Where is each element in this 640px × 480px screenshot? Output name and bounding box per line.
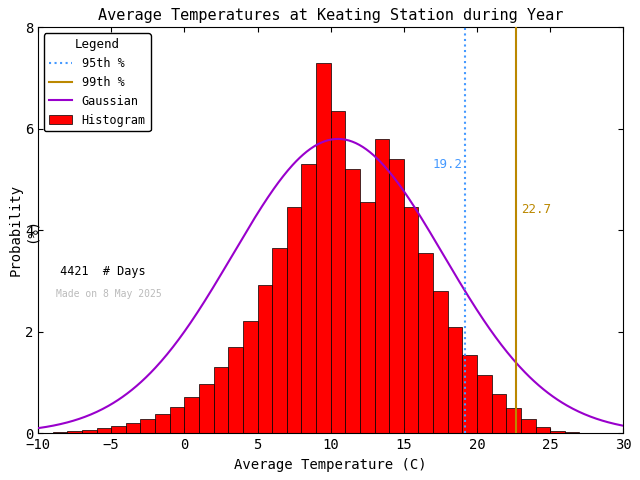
Bar: [52, 432, 67, 433]
Bar: [316, 63, 331, 433]
Bar: [155, 414, 170, 433]
Bar: [287, 207, 301, 433]
Bar: [184, 396, 199, 433]
Bar: [477, 375, 492, 433]
X-axis label: Average Temperature (C): Average Temperature (C): [234, 457, 427, 472]
Bar: [448, 327, 462, 433]
Bar: [462, 355, 477, 433]
Bar: [67, 431, 82, 433]
Bar: [272, 248, 287, 433]
Bar: [360, 203, 374, 433]
Bar: [550, 431, 564, 433]
Text: 19.2: 19.2: [433, 158, 462, 171]
Bar: [126, 423, 140, 433]
Bar: [82, 430, 97, 433]
Bar: [214, 367, 228, 433]
Bar: [564, 432, 579, 433]
Bar: [536, 427, 550, 433]
Bar: [170, 407, 184, 433]
Bar: [521, 419, 536, 433]
Bar: [433, 291, 448, 433]
Text: 4421  # Days: 4421 # Days: [52, 265, 145, 278]
Bar: [389, 159, 404, 433]
Title: Average Temperatures at Keating Station during Year: Average Temperatures at Keating Station …: [98, 8, 563, 24]
Y-axis label: Probability
(%): Probability (%): [8, 184, 38, 276]
Bar: [257, 285, 272, 433]
Text: 22.7: 22.7: [521, 204, 551, 216]
Legend: 95th %, 99th %, Gaussian, Histogram: 95th %, 99th %, Gaussian, Histogram: [44, 33, 150, 131]
Bar: [419, 253, 433, 433]
Bar: [346, 169, 360, 433]
Bar: [506, 408, 521, 433]
Bar: [140, 419, 155, 433]
Bar: [374, 139, 389, 433]
Bar: [228, 347, 243, 433]
Text: Made on 8 May 2025: Made on 8 May 2025: [56, 289, 161, 299]
Bar: [404, 207, 419, 433]
Bar: [97, 428, 111, 433]
Bar: [301, 164, 316, 433]
Bar: [243, 321, 257, 433]
Bar: [199, 384, 214, 433]
Bar: [492, 394, 506, 433]
Bar: [331, 111, 346, 433]
Bar: [111, 426, 126, 433]
